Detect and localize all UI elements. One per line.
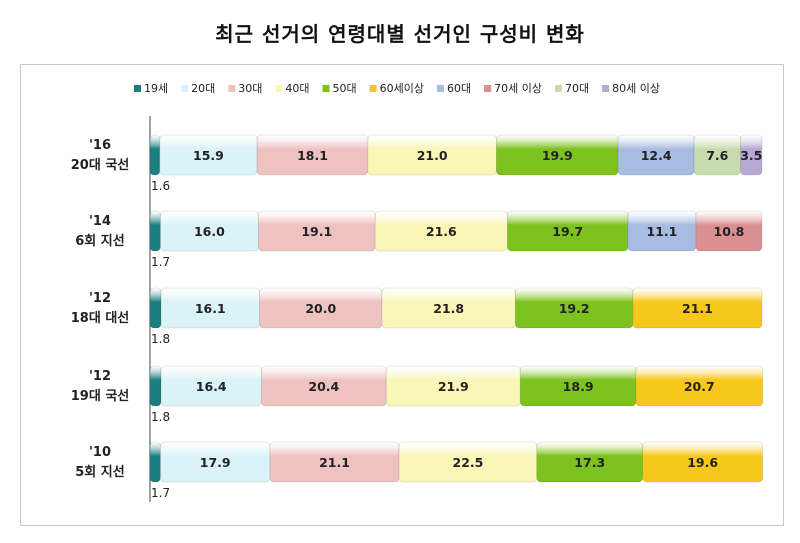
legend-swatch xyxy=(275,85,283,92)
category-label-line1: '16 xyxy=(89,138,111,153)
data-label: 1.8 xyxy=(151,410,170,424)
data-label: 19.7 xyxy=(552,224,583,239)
data-label: 21.9 xyxy=(438,379,469,394)
bar-segment-19세-2 xyxy=(149,287,162,329)
bar-segment-30대-4 xyxy=(269,441,400,483)
data-label: 17.9 xyxy=(200,455,231,470)
legend-item-70대: 70대 xyxy=(554,82,589,95)
legend-label: 19세 xyxy=(144,82,168,95)
legend-item-70세-이상: 70세 이상 xyxy=(484,82,542,95)
bar-segment-80세-이상-0 xyxy=(740,134,763,176)
data-label: 21.1 xyxy=(319,455,350,470)
category-label-line1: '10 xyxy=(89,445,111,460)
bar-segment-60세이상-2 xyxy=(632,287,763,329)
data-label: 19.1 xyxy=(301,224,332,239)
legend-label: 60대 xyxy=(447,82,471,95)
data-label: 1.8 xyxy=(151,332,170,346)
data-label: 7.6 xyxy=(706,148,728,163)
legend-swatch xyxy=(134,85,141,92)
data-label: 15.9 xyxy=(193,148,224,163)
legend-swatch xyxy=(436,85,444,92)
legend-item-40대: 40대 xyxy=(275,82,310,95)
data-label: 1.6 xyxy=(151,179,170,193)
legend-label: 80세 이상 xyxy=(612,82,660,95)
data-label: 1.7 xyxy=(151,486,170,500)
category-label-1: '14 6회 지선 xyxy=(75,214,124,249)
data-label: 20.0 xyxy=(305,301,336,316)
legend-swatch xyxy=(602,85,610,92)
category-label-line1: '14 xyxy=(89,214,111,229)
legend-swatch xyxy=(554,85,562,92)
data-label: 16.4 xyxy=(196,379,227,394)
legend-item-19세: 19세 xyxy=(134,82,168,95)
bar-segment-19세-0 xyxy=(149,134,161,176)
legend-item-30대: 30대 xyxy=(228,82,262,95)
legend-swatch xyxy=(228,85,236,92)
data-label: 16.0 xyxy=(194,224,225,239)
category-label-line1: '12 xyxy=(89,369,111,384)
category-label-line1: '12 xyxy=(89,291,111,306)
bar-segment-19세-4 xyxy=(149,441,161,483)
data-label: 21.8 xyxy=(433,301,464,316)
data-label: 20.4 xyxy=(308,379,339,394)
chart-title: 최근 선거의 연령대별 선거인 구성비 변화 xyxy=(215,22,585,46)
legend-item-50대: 50대 xyxy=(322,82,357,95)
legend-label: 20대 xyxy=(191,82,215,95)
category-label-line2: 19대 국선 xyxy=(71,388,130,404)
bar-segment-19세-3 xyxy=(149,365,162,407)
data-label: 20.7 xyxy=(684,379,715,394)
category-label-2: '12 18대 대선 xyxy=(71,291,130,326)
legend-item-60세이상: 60세이상 xyxy=(369,82,424,95)
legend-swatch xyxy=(181,85,189,92)
legend-swatch xyxy=(369,85,377,92)
data-label: 10.8 xyxy=(714,224,745,239)
data-label: 3.5 xyxy=(740,148,762,163)
data-label: 18.1 xyxy=(297,148,328,163)
legend-swatch xyxy=(322,85,330,92)
data-label: 21.6 xyxy=(426,224,457,239)
data-label: 22.5 xyxy=(453,455,484,470)
legend-label: 50대 xyxy=(333,82,357,95)
legend-item-80세-이상: 80세 이상 xyxy=(602,82,660,95)
legend-label: 70세 이상 xyxy=(494,82,542,95)
legend-label: 40대 xyxy=(285,82,309,95)
bar-segment-70세-이상-1 xyxy=(695,210,763,252)
category-label-line2: 5회 지선 xyxy=(75,464,124,480)
data-label: 11.1 xyxy=(647,224,678,239)
category-label-4: '10 5회 지선 xyxy=(75,445,124,480)
data-label: 19.9 xyxy=(542,148,573,163)
category-label-3: '12 19대 국선 xyxy=(71,369,130,404)
legend-item-20대: 20대 xyxy=(181,82,215,95)
bar-segment-60세이상-4 xyxy=(642,441,764,483)
data-label: 21.1 xyxy=(682,301,713,316)
legend-label: 30대 xyxy=(238,82,262,95)
data-label: 19.2 xyxy=(559,301,590,316)
category-label-line2: 20대 국선 xyxy=(71,157,130,173)
data-label: 12.4 xyxy=(641,148,672,163)
category-label-line2: 6회 지선 xyxy=(75,233,124,249)
bar-segment-60세이상-3 xyxy=(635,365,764,407)
data-label: 19.6 xyxy=(687,455,718,470)
category-label-0: '16 20대 국선 xyxy=(71,138,130,173)
legend-label: 70대 xyxy=(565,82,589,95)
legend-item-60대: 60대 xyxy=(436,82,471,95)
category-label-line2: 18대 대선 xyxy=(71,310,130,326)
legend-label: 60세이상 xyxy=(380,82,424,95)
bar-segment-19세-1 xyxy=(149,210,161,252)
data-label: 1.7 xyxy=(151,255,170,269)
data-label: 18.9 xyxy=(563,379,594,394)
legend-swatch xyxy=(484,85,492,92)
data-label: 16.1 xyxy=(195,301,226,316)
data-label: 21.0 xyxy=(417,148,448,163)
data-label: 17.3 xyxy=(574,455,605,470)
